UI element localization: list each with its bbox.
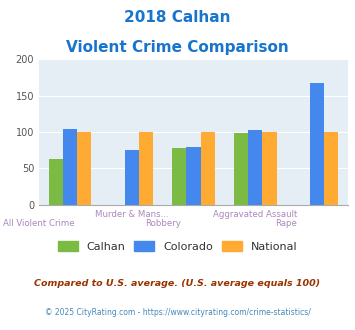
- Bar: [310, 83, 324, 205]
- Text: Compared to U.S. average. (U.S. average equals 100): Compared to U.S. average. (U.S. average …: [34, 279, 321, 288]
- Bar: [248, 130, 262, 205]
- Bar: [63, 129, 77, 205]
- Legend: Calhan, Colorado, National: Calhan, Colorado, National: [53, 237, 302, 256]
- Bar: [324, 132, 338, 205]
- Bar: [201, 132, 215, 205]
- Bar: [125, 150, 139, 205]
- Bar: [262, 132, 277, 205]
- Bar: [77, 132, 91, 205]
- Text: 2018 Calhan: 2018 Calhan: [124, 10, 231, 25]
- Bar: [139, 132, 153, 205]
- Text: © 2025 CityRating.com - https://www.cityrating.com/crime-statistics/: © 2025 CityRating.com - https://www.city…: [45, 308, 310, 316]
- Bar: [186, 147, 201, 205]
- Text: Murder & Mans...: Murder & Mans...: [95, 210, 169, 218]
- Text: All Violent Crime: All Violent Crime: [3, 219, 75, 228]
- Text: Rape: Rape: [275, 219, 297, 228]
- Bar: [234, 133, 248, 205]
- Text: Robbery: Robbery: [144, 219, 181, 228]
- Bar: [172, 148, 186, 205]
- Bar: [49, 159, 63, 205]
- Text: Aggravated Assault: Aggravated Assault: [213, 210, 297, 218]
- Text: Violent Crime Comparison: Violent Crime Comparison: [66, 40, 289, 54]
